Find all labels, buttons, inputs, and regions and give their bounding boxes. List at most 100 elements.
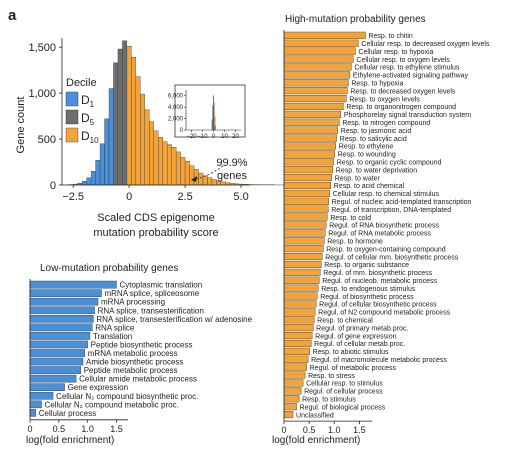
enrichment-label: Resp. to jasmonic acid	[341, 128, 412, 135]
low-xlabel: log(fold enrichment)	[26, 435, 114, 446]
enrichment-bar	[283, 181, 331, 190]
enrichment-label: Resp. to chemical	[317, 318, 373, 325]
hist-bar	[90, 171, 96, 186]
hist-y-tick-label: 1,000	[28, 88, 56, 100]
enrichment-label: Gene expression	[68, 383, 128, 392]
inset-x-tick-label: −20	[186, 134, 197, 140]
enrichment-bar	[283, 39, 359, 47]
enrichment-bar	[29, 366, 81, 374]
enrichment-bar	[29, 289, 102, 297]
enrichment-label: Cellular N₂ compound biosynthetic proc.	[56, 392, 198, 401]
hist-bar	[117, 48, 123, 186]
low-chart-title: Low-mutation probability genes	[40, 263, 178, 274]
enrichment-label: Regul. of cellular process	[304, 389, 383, 396]
enrichment-bar	[29, 349, 85, 357]
enrichment-label: Cellular resp. to hypoxia	[358, 49, 433, 56]
enrichment-bar	[29, 400, 42, 409]
enrichment-bar	[283, 55, 354, 63]
legend-label-main: D	[81, 93, 90, 107]
enrichment-bar	[283, 166, 333, 174]
enrichment-bar	[283, 229, 326, 237]
enrichment-bar	[283, 94, 347, 103]
enrichment-bar	[283, 260, 322, 269]
enrichment-bar	[283, 324, 314, 332]
enrichment-bar	[283, 71, 351, 79]
enrichment-bar	[283, 102, 344, 110]
hist-y-tick-label: 500	[38, 134, 56, 146]
enrichment-bar	[29, 357, 84, 366]
inset-bar	[215, 125, 216, 131]
enrichment-label: Regul. of RNA biosynthetic process	[329, 223, 439, 230]
annotation: 99.9% genes	[190, 157, 248, 182]
x-tick-label: 1.5	[353, 425, 366, 435]
enrichment-bar	[283, 300, 317, 308]
x-tick-label: 1.5	[110, 424, 123, 434]
annotation-arrowhead	[191, 176, 197, 182]
enrichment-bar	[283, 126, 339, 134]
enrichment-label: mRNA splice, spliceosome	[104, 289, 199, 298]
enrichment-label: RNA splice	[95, 323, 135, 332]
enrichment-bar	[283, 403, 297, 411]
enrichment-label: Peptide metabolic process	[84, 366, 178, 375]
enrichment-label: Regul. of RNA metabolic process	[328, 231, 431, 238]
enrichment-label: Peptide biosynthetic process	[91, 340, 193, 349]
enrichment-bar	[29, 315, 94, 323]
enrichment-bar	[283, 276, 320, 284]
enrichment-label: Cellular resp. to oxygen levels	[356, 57, 450, 64]
enrichment-label: mRNA processing	[101, 298, 165, 307]
inset-frame	[174, 84, 246, 138]
enrichment-label: Resp. to abiotic stimulus	[313, 349, 389, 356]
inset-x-tick-label: −10	[197, 134, 208, 140]
hist-bar	[171, 147, 177, 186]
enrichment-bar	[29, 323, 93, 332]
inset-y-tick-label: 0	[180, 128, 184, 134]
inset-y-tick-label: 2,000	[168, 117, 184, 123]
enrichment-label: Regul. of gene expression	[315, 333, 396, 340]
enrichment-bar	[29, 297, 99, 306]
high-axis: 0 0.5 1.0 1.5	[281, 30, 372, 435]
hist-bar	[99, 143, 105, 186]
enrichment-label: Resp. to endogenous stimulus	[321, 286, 416, 293]
enrichment-bar	[283, 134, 337, 142]
enrichment-label: Regul. of cellular biosynthetic process	[319, 302, 437, 309]
enrichment-bar	[283, 363, 307, 371]
enrichment-bar	[29, 409, 36, 417]
hist-y-tick-label: 0	[50, 180, 56, 192]
enrichment-label: Resp. to hypoxia	[351, 81, 403, 88]
enrichment-bar	[283, 316, 315, 324]
legend-swatch	[65, 91, 79, 107]
enrichment-bar	[283, 197, 329, 205]
hist-y-tick-label: 1,500	[28, 42, 56, 54]
enrichment-bar	[29, 340, 88, 349]
hist-bar	[162, 141, 168, 186]
enrichment-bar	[283, 308, 316, 316]
enrichment-bar	[283, 347, 310, 355]
enrichment-bar	[283, 411, 294, 419]
histogram-xlabel: Scaled CDS epigenome	[97, 212, 214, 224]
enrichment-bar	[283, 79, 349, 87]
enrichment-label: RNA splice, transesterification	[98, 306, 204, 315]
enrichment-bar	[29, 391, 54, 400]
hist-x-tick-label: −2.5	[62, 191, 84, 203]
inset-y-tick-label: 6,000	[168, 94, 184, 100]
enrichment-bar	[283, 387, 302, 395]
enrichment-bar	[29, 306, 95, 315]
enrichment-label: Resp. to organic substance	[324, 262, 409, 269]
enrichment-label: Regul. of metabolic process	[310, 365, 397, 372]
annotation-genes: genes	[217, 170, 247, 182]
enrichment-label: Regul. of biological process	[300, 404, 386, 411]
x-tick-label: 0.5	[303, 425, 316, 435]
enrichment-bar	[283, 237, 325, 245]
low-mutation-chart: Low-mutation probability genes Cytoplasm…	[26, 263, 253, 446]
enrichment-bar	[283, 245, 324, 253]
enrichment-label: Regul. of transcription, DNA-templated	[331, 207, 451, 214]
legend-label: D5	[81, 111, 95, 127]
enrichment-label: Ethylene-activated signaling pathway	[353, 73, 469, 80]
enrichment-label: Resp. to stimulus	[302, 397, 356, 404]
enrichment-label: Regul. of mm. biosynthetic process	[323, 270, 432, 277]
histogram-ylabel: Gene count	[15, 97, 27, 154]
